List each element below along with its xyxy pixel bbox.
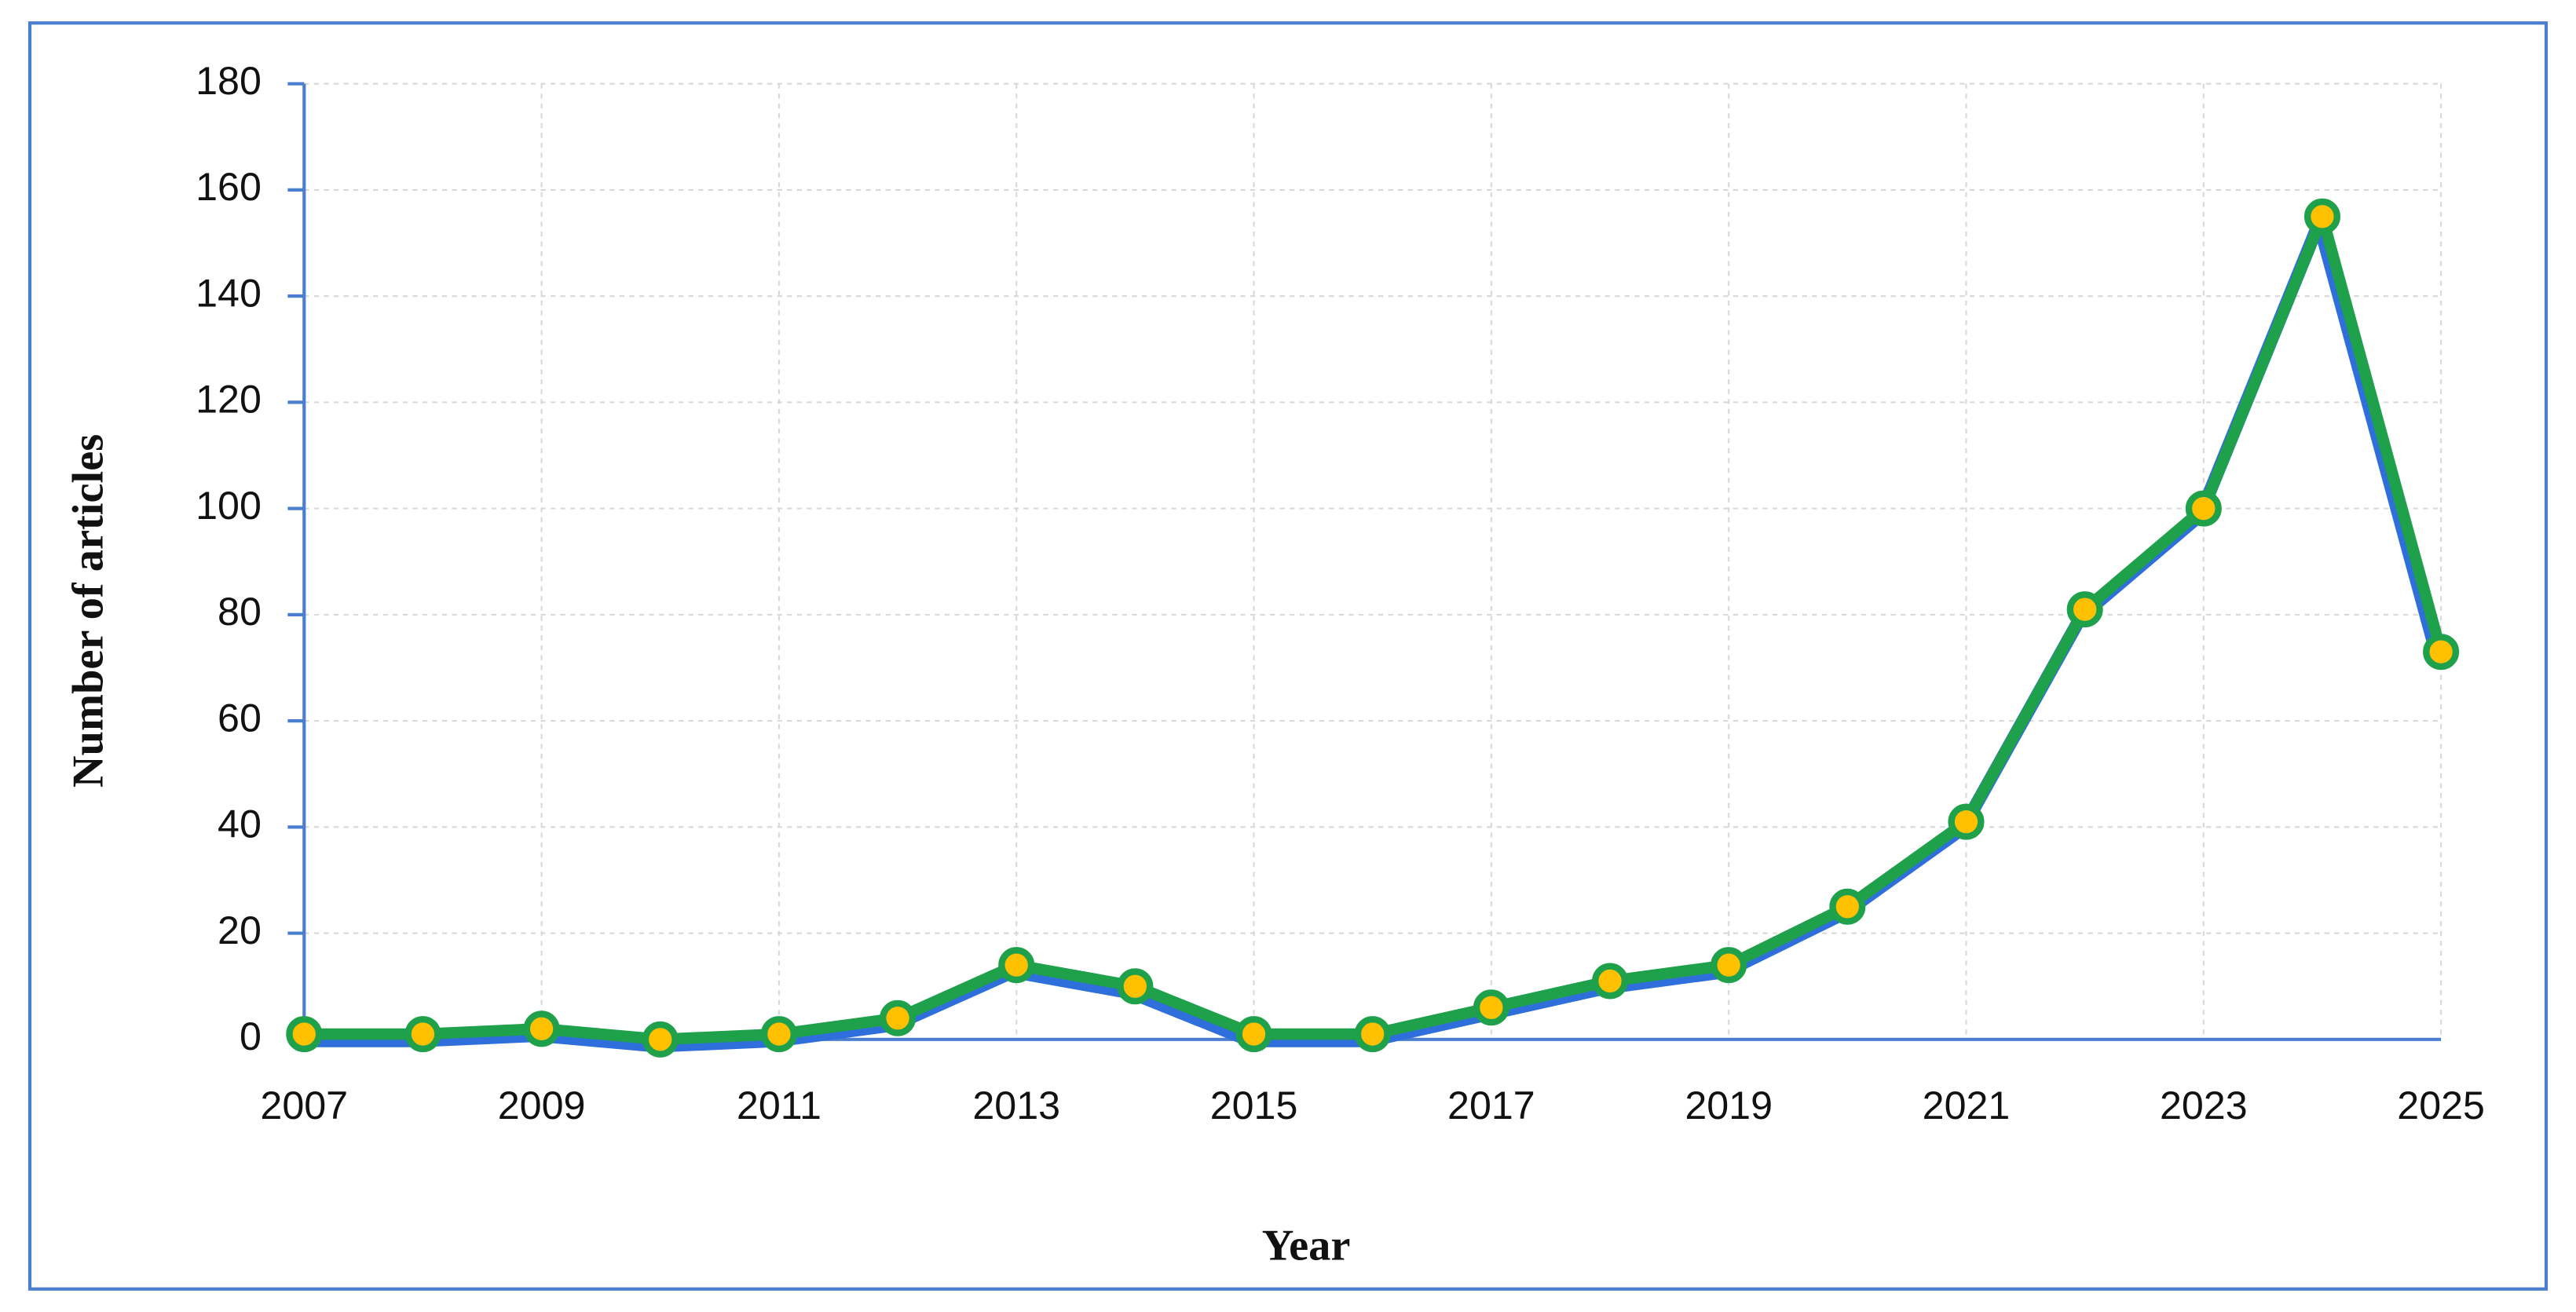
marker [404, 1016, 441, 1053]
y-tick-label: 160 [196, 165, 262, 209]
marker [1711, 947, 1747, 984]
x-tick-label: 2025 [2397, 1084, 2485, 1127]
marker [1592, 963, 1629, 1000]
marker [880, 1000, 917, 1036]
x-tick-label: 2009 [498, 1084, 586, 1127]
marker [2185, 490, 2222, 527]
x-tick-label: 2021 [1923, 1084, 2011, 1127]
x-axis-label: Year [1262, 1221, 1351, 1270]
x-tick-label: 2023 [2160, 1084, 2248, 1127]
marker [2066, 591, 2103, 628]
marker [286, 1016, 323, 1053]
marker [1473, 989, 1509, 1026]
x-tick-label: 2013 [972, 1084, 1060, 1127]
marker [760, 1016, 797, 1053]
x-tick-label: 2015 [1210, 1084, 1298, 1127]
chart-frame [27, 21, 2549, 1291]
marker [1117, 968, 1154, 1005]
marker [1235, 1016, 1272, 1053]
marker [2303, 198, 2340, 235]
y-tick-label: 60 [218, 696, 262, 740]
y-tick-label: 100 [196, 484, 262, 528]
marker [1829, 888, 1866, 925]
y-axis-label: Number of articles [64, 434, 112, 788]
y-tick-label: 180 [196, 59, 262, 103]
x-tick-label: 2007 [260, 1084, 348, 1127]
y-tick-label: 120 [196, 378, 262, 422]
x-tick-label: 2017 [1447, 1084, 1535, 1127]
marker [2423, 634, 2460, 671]
y-tick-label: 0 [240, 1014, 262, 1058]
marker [998, 947, 1035, 984]
marker [1948, 803, 1985, 840]
marker [642, 1021, 679, 1058]
marker [523, 1010, 560, 1047]
y-tick-label: 80 [218, 590, 262, 634]
y-tick-label: 140 [196, 271, 262, 315]
marker [1354, 1016, 1391, 1053]
x-tick-label: 2019 [1685, 1084, 1773, 1127]
y-tick-label: 40 [218, 802, 262, 846]
y-tick-label: 20 [218, 908, 262, 952]
x-tick-label: 2011 [737, 1084, 821, 1127]
